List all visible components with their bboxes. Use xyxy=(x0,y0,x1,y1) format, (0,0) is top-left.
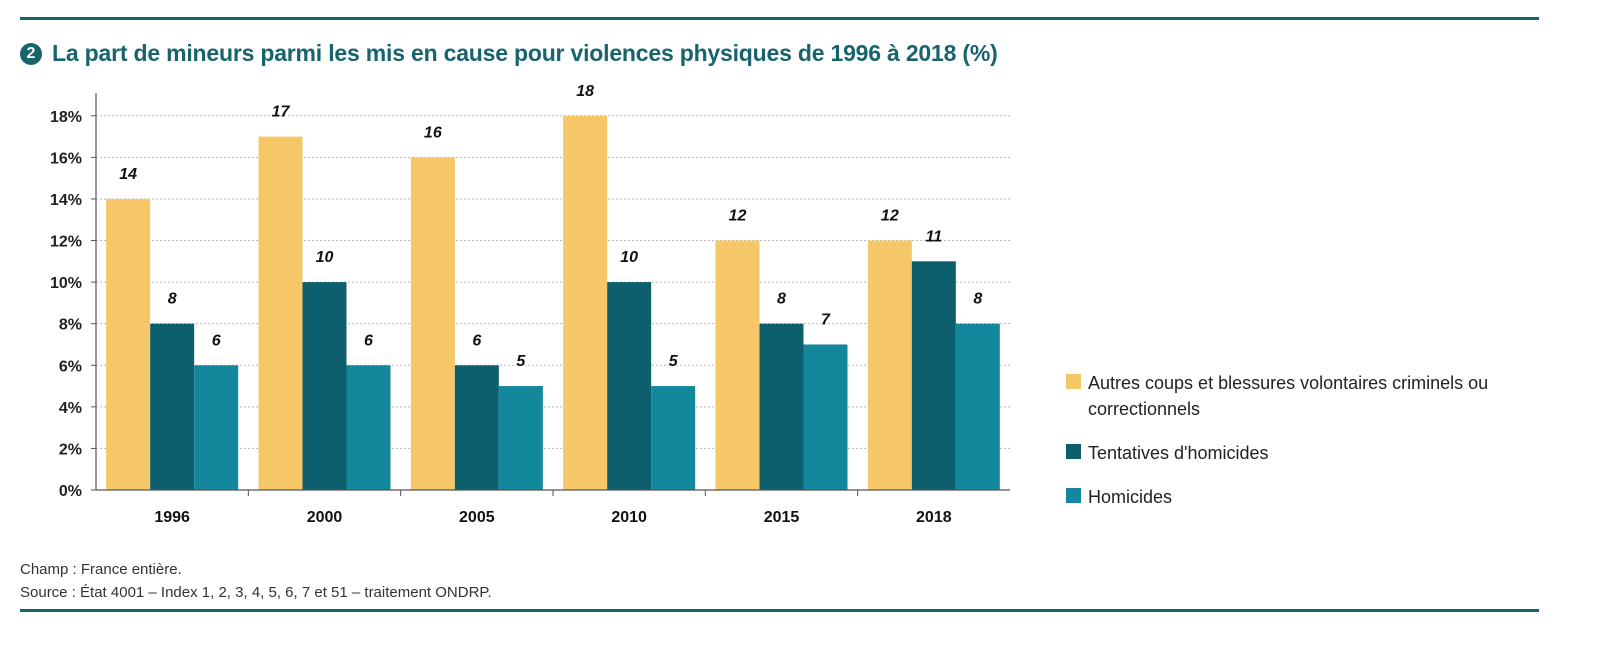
data-label: 8 xyxy=(973,291,982,308)
data-label: 17 xyxy=(272,104,291,121)
figure-number-badge: 2 xyxy=(20,42,42,65)
data-label: 6 xyxy=(472,332,481,349)
legend-swatch-autres-coups xyxy=(1066,374,1081,389)
x-tick-label: 2010 xyxy=(611,509,647,526)
legend-label-autres-coups: Autres coups et blessures volontaires cr… xyxy=(1088,373,1489,419)
y-tick-label: 6% xyxy=(59,358,82,375)
y-tick-label: 18% xyxy=(50,109,82,126)
bar xyxy=(258,136,303,490)
data-label: 11 xyxy=(926,228,943,245)
bar xyxy=(715,240,760,490)
legend-swatch-homicides xyxy=(1066,488,1081,503)
legend: Autres coups et blessures volontaires cr… xyxy=(1066,370,1496,528)
chart-title: 2 La part de mineurs parmi les mis en ca… xyxy=(20,40,998,67)
data-label: 5 xyxy=(516,353,526,370)
data-label: 10 xyxy=(316,249,334,266)
legend-label-tentatives: Tentatives d'homicides xyxy=(1088,443,1269,463)
bar xyxy=(911,261,956,490)
source-note: Source : État 4001 – Index 1, 2, 3, 4, 5… xyxy=(20,584,492,601)
data-label: 6 xyxy=(212,332,221,349)
data-label: 14 xyxy=(119,166,137,183)
y-tick-label: 12% xyxy=(50,234,82,251)
data-label: 16 xyxy=(424,124,442,141)
y-tick-label: 16% xyxy=(50,150,82,167)
y-tick-label: 0% xyxy=(59,483,82,500)
legend-item-homicides: Homicides xyxy=(1066,484,1496,510)
bottom-rule xyxy=(20,609,1539,612)
data-label: 8 xyxy=(777,291,786,308)
bar xyxy=(346,365,391,490)
x-tick-label: 1996 xyxy=(154,509,190,526)
y-tick-label: 2% xyxy=(59,441,82,458)
legend-item-autres-coups: Autres coups et blessures volontaires cr… xyxy=(1066,370,1496,422)
bar xyxy=(454,365,499,490)
bar xyxy=(410,157,455,491)
y-tick-label: 8% xyxy=(59,317,82,334)
y-tick-label: 14% xyxy=(50,192,82,209)
bar xyxy=(651,386,696,490)
data-label: 12 xyxy=(881,208,899,225)
legend-item-tentatives: Tentatives d'homicides xyxy=(1066,440,1496,466)
chart-title-text: La part de mineurs parmi les mis en caus… xyxy=(52,40,998,66)
data-label: 12 xyxy=(729,208,747,225)
bar xyxy=(867,240,912,490)
top-rule xyxy=(20,17,1539,20)
x-tick-label: 2005 xyxy=(459,509,495,526)
legend-label-homicides: Homicides xyxy=(1088,487,1173,507)
bar-chart: 0% 2% 4% 6% 8% 10% 12% 14% 16% 18% 14 8 6 1996 17 10 6 20… xyxy=(50,83,1010,526)
y-tick-label: 4% xyxy=(59,400,82,417)
bar xyxy=(563,115,608,490)
bar xyxy=(955,323,1000,490)
bar xyxy=(498,386,543,490)
bar xyxy=(803,344,848,490)
x-tick-label: 2015 xyxy=(764,509,800,526)
x-tick-label: 2000 xyxy=(307,509,343,526)
bar xyxy=(194,365,239,490)
data-label: 8 xyxy=(168,291,177,308)
bar xyxy=(302,282,347,490)
bar xyxy=(106,198,151,490)
bar xyxy=(759,323,804,490)
scope-note: Champ : France entière. xyxy=(20,561,182,578)
data-label: 18 xyxy=(576,83,594,100)
data-label: 7 xyxy=(821,311,831,328)
footnotes: Champ : France entière. Source : État 40… xyxy=(20,558,492,604)
data-label: 5 xyxy=(669,353,679,370)
x-tick-label: 2018 xyxy=(916,509,952,526)
data-label: 6 xyxy=(364,332,373,349)
data-label: 10 xyxy=(620,249,638,266)
legend-swatch-tentatives xyxy=(1066,444,1081,459)
bar xyxy=(607,282,652,490)
bar xyxy=(150,323,195,490)
y-tick-label: 10% xyxy=(50,275,82,292)
